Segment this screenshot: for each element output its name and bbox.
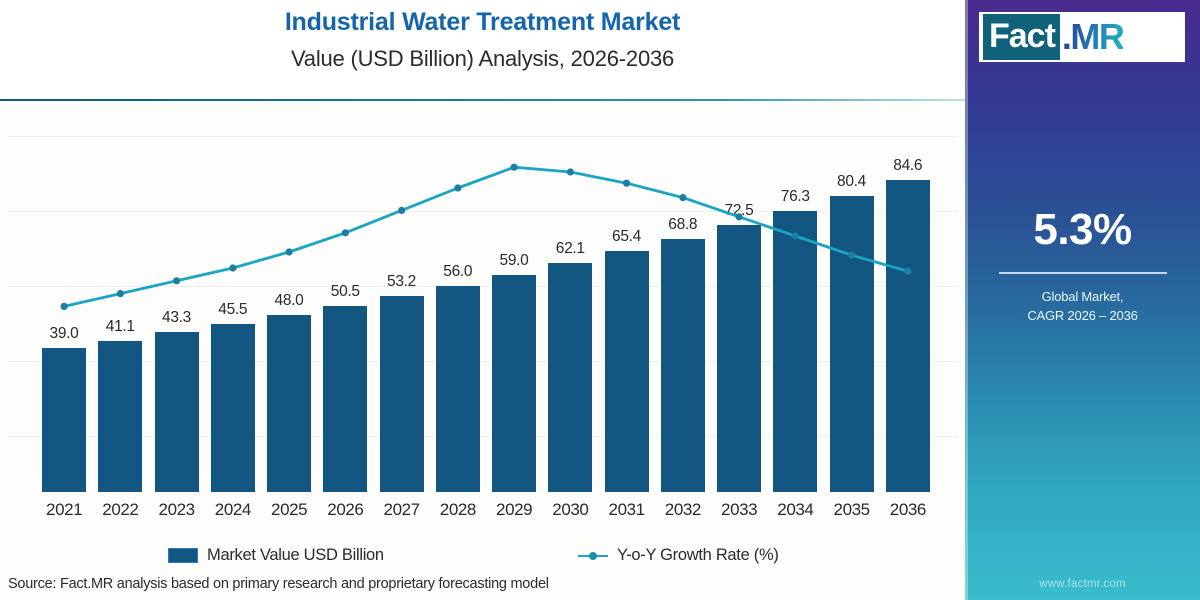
bar-swatch-icon [168,548,198,563]
bar [42,348,86,492]
bar-value-label: 39.0 [49,325,79,343]
x-axis-tick: 2036 [889,500,927,519]
bar [98,340,143,492]
bar-slot: 59.0 [486,101,542,492]
source-note: Source: Fact.MR analysis based on primar… [8,576,549,592]
legend-label-growth-rate: Y-o-Y Growth Rate (%) [617,546,779,564]
x-axis-tick: 2030 [552,500,589,519]
x-axis-tick: 2035 [833,500,871,519]
x-axis-tick: 2034 [777,500,814,519]
bar-slot: 39.0 [36,101,92,492]
logo-mr-text: .MR [1061,16,1125,57]
bar [717,224,761,492]
bar [267,315,311,492]
x-axis-tick: 2021 [46,500,83,519]
x-axis-tick: 2023 [158,500,196,519]
bar-slot: 72.5 [711,101,767,492]
x-axis-tick: 2026 [327,500,364,519]
bar-value-label: 43.3 [162,309,191,327]
bar [604,251,649,492]
x-axis-tick: 2025 [271,500,308,519]
header-divider [0,99,965,101]
bar-slot: 53.2 [374,101,430,492]
bar-slot: 65.4 [599,101,655,492]
legend-label-market-value: Market Value USD Billion [207,546,384,564]
brand-sidebar: Fact .MR 5.3% Global Market, CAGR 2026 –… [965,0,1200,600]
bar [885,180,930,492]
x-axis-tick: 2024 [214,500,252,519]
cagr-divider [999,272,1167,274]
bar-slot: 56.0 [430,101,486,492]
cagr-value: 5.3% [1033,205,1132,254]
factmr-logo: Fact .MR [979,12,1185,62]
x-axis-tick: 2031 [608,500,646,519]
gridline [8,136,958,137]
bar-value-label: 41.1 [105,317,135,335]
x-axis-tick: 2032 [664,500,702,519]
page-subtitle: Value (USD Billion) Analysis, 2026-2036 [290,46,675,71]
bar [323,305,368,492]
chart-header: Industrial Water Treatment Market Value … [0,0,965,100]
page-title: Industrial Water Treatment Market [284,8,681,36]
bar-slot: 50.5 [317,101,373,492]
bar [660,238,705,492]
x-axis-tick: 2029 [496,500,533,519]
bar-slot: 84.6 [880,101,936,492]
bar-slot: 62.1 [542,101,598,492]
x-axis-tick: 2033 [721,500,758,519]
bar-slot: 41.1 [92,101,148,492]
bar-series: 39.0 41.1 43.3 45.5 48.0 50.5 53.2 56.0 59.0 62.1… [36,101,936,492]
bar [773,210,818,492]
x-axis-tick: 2028 [439,500,477,519]
x-axis: 2021 2022 2023 2024 2025 2026 2027 2028 2029 2030… [36,500,936,528]
legend-item-market-value: Market Value USD Billion [168,546,384,565]
bar-slot: 68.8 [655,101,711,492]
gridline [8,361,958,362]
line-marker-icon [578,550,608,562]
x-axis-tick: 2022 [102,500,139,519]
gridline [8,436,958,437]
bar [154,332,199,492]
bar [379,296,424,492]
logo-fact-text: Fact [983,14,1060,60]
bar [435,285,480,492]
cagr-description-line2: CAGR 2026 – 2036 [1027,307,1138,323]
bar [492,274,536,492]
bar [829,195,874,492]
sidebar-edge [965,0,968,600]
x-axis-tick: 2027 [383,500,421,519]
legend-item-growth-rate: Y-o-Y Growth Rate (%) [578,546,779,565]
cagr-description: Global Market, CAGR 2026 – 2036 [965,288,1200,326]
bar-slot: 76.3 [767,101,823,492]
bar [210,324,255,492]
cagr-description-line1: Global Market, [1041,289,1124,304]
website-url: www.factmr.com [1039,578,1126,590]
bar-value-label: 80.4 [837,172,866,190]
bar-slot: 43.3 [149,101,205,492]
chart-legend: Market Value USD Billion Y-o-Y Growth Ra… [0,546,965,576]
bar [548,263,593,492]
bar-value-label: 84.6 [893,157,923,175]
chart-panel: Industrial Water Treatment Market Value … [0,0,965,592]
